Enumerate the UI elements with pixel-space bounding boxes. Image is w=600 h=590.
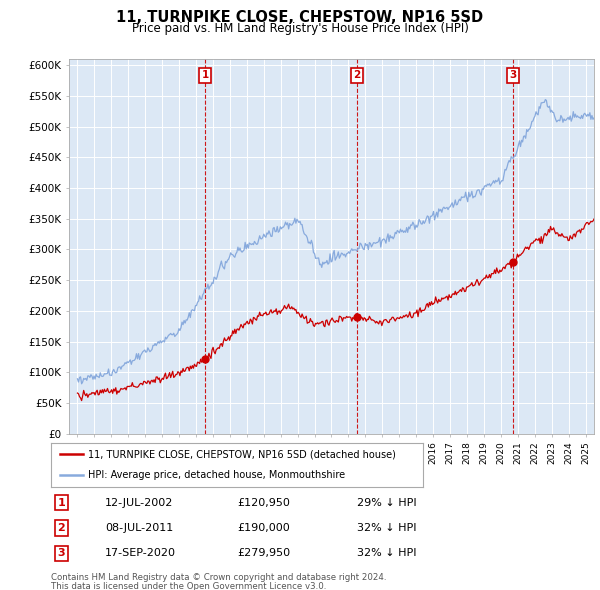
Text: 32% ↓ HPI: 32% ↓ HPI [357,523,416,533]
Text: Price paid vs. HM Land Registry's House Price Index (HPI): Price paid vs. HM Land Registry's House … [131,22,469,35]
Text: 17-SEP-2020: 17-SEP-2020 [105,549,176,558]
Text: 32% ↓ HPI: 32% ↓ HPI [357,549,416,558]
Text: 1: 1 [202,70,209,80]
Text: 2: 2 [353,70,361,80]
Text: Contains HM Land Registry data © Crown copyright and database right 2024.: Contains HM Land Registry data © Crown c… [51,573,386,582]
Text: 3: 3 [509,70,517,80]
Text: 11, TURNPIKE CLOSE, CHEPSTOW, NP16 5SD: 11, TURNPIKE CLOSE, CHEPSTOW, NP16 5SD [116,10,484,25]
Text: 1: 1 [58,498,65,507]
Text: £279,950: £279,950 [237,549,290,558]
Text: 3: 3 [58,549,65,558]
Text: 29% ↓ HPI: 29% ↓ HPI [357,498,416,507]
Text: £120,950: £120,950 [237,498,290,507]
Text: This data is licensed under the Open Government Licence v3.0.: This data is licensed under the Open Gov… [51,582,326,590]
Text: 08-JUL-2011: 08-JUL-2011 [105,523,173,533]
Text: 2: 2 [58,523,65,533]
Text: 12-JUL-2002: 12-JUL-2002 [105,498,173,507]
Text: £190,000: £190,000 [237,523,290,533]
Text: HPI: Average price, detached house, Monmouthshire: HPI: Average price, detached house, Monm… [88,470,346,480]
Text: 11, TURNPIKE CLOSE, CHEPSTOW, NP16 5SD (detached house): 11, TURNPIKE CLOSE, CHEPSTOW, NP16 5SD (… [88,450,396,460]
